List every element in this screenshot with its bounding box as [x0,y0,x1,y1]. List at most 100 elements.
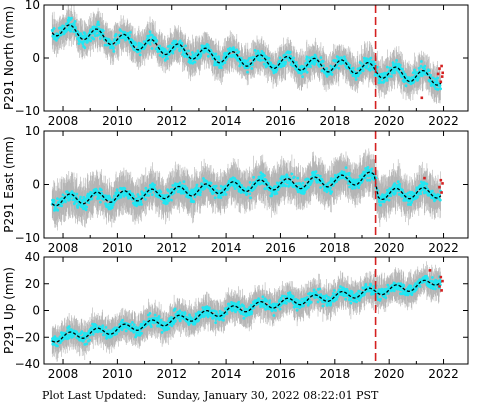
panel-east-data-point [347,171,351,175]
panel-east-data-point [198,193,202,197]
panel-north-data-point [138,53,142,57]
panel-north-recent-point [420,96,424,100]
panel-east-data-point [202,177,205,180]
panel-east-data-point [224,193,228,196]
panel-east-data-point [147,194,151,197]
panel-north-data-point [79,32,82,35]
panel-east: 2008 2010 2012 2014 2016 2018 2020 2022 −10 0 10 P2… [2,124,469,255]
panel-north-data-point [267,56,271,60]
panel-east-data-point [172,191,176,195]
panel-east-data-point [100,188,103,192]
panel-north-data-point [402,70,405,74]
panel-north-data-point [391,61,395,65]
panel-east-data-point [376,189,380,192]
panel-east-data-point [296,176,300,180]
panel-east-data-point [393,182,396,186]
panel-east-data-point [377,200,381,204]
panel-north-xtick-label: 2022 [428,114,459,128]
panel-east-data-point [195,186,199,189]
panel-north-data-point [217,55,221,59]
panel-east-data-point [219,184,223,188]
panel-east-xtick-label: 2020 [374,241,405,255]
panel-north-data-point [250,67,254,70]
panel-north-data-point [193,60,197,64]
panel-east-xtick-label: 2018 [320,241,351,255]
panel-north-data-point [117,40,121,43]
panel-east-data-point [347,182,350,185]
panel-north-data-point [420,74,424,77]
panel-north-data-point [419,64,423,68]
panel-east-data-point [111,203,115,207]
panel-north-data-point [55,38,58,42]
panel-east-data-point [224,184,228,188]
panel-north-data-point [173,47,177,51]
panel-north-data-point [398,63,402,67]
panel-north-data-point [361,69,365,73]
panel-north-data-point [65,28,69,32]
panel-north-data-point [178,49,182,53]
panel-east-recent-point [441,182,444,185]
panel-north-data-point [246,59,250,62]
panel-north-data-point [215,57,218,60]
panel-east-data-point [115,188,119,192]
panel-east-data-point [396,180,400,184]
panel-east-data-point [64,200,67,204]
panel-east-data-point [368,178,372,182]
panel-north-data-point [343,55,346,59]
panel-north-data-point [171,51,175,55]
panel-north-recent-point [440,64,443,68]
panel-north-recent-point [440,75,444,78]
panel-east-data-point [167,197,171,201]
panel-north-data-point [289,63,293,66]
panel-east-data-point [219,196,223,200]
panel-east-data-point [203,187,207,190]
panel-north-ytick-label: −10 [15,104,40,118]
panel-east-data-point [409,203,412,207]
panel-north-data-point [87,38,90,42]
panel-north-data-point [429,73,432,77]
panel-east-data-point [165,201,169,205]
panel-north-data-point [359,71,362,75]
panel-north-data-point [86,40,89,44]
panel-north-data-point [69,29,73,33]
panel-north-data-point [126,32,130,35]
panel-east-data-point [79,195,82,199]
panel-north-data-point [393,71,396,75]
panel-north-data-point [436,76,440,80]
panel-north-data-point [102,29,105,32]
panel-north-data-point [70,16,73,20]
panel-north-data-point [438,84,442,87]
panel-north-ytick-label: 0 [32,51,40,65]
panel-north-recent-point [441,71,444,75]
panel-east-data-point [314,174,318,177]
panel-north-data-point [342,61,346,65]
panel-north-data-point [436,88,440,91]
panel-north-data-point [427,69,431,72]
panel-north-data-point [309,65,312,68]
panel-north-data-point [233,48,236,52]
panel-east-data-point [353,186,357,190]
panel-north-data-point [390,71,394,75]
panel-north-data-point [401,67,404,71]
panel-east-recent-point [439,178,443,182]
panel-east-data-point [267,182,270,185]
panel-north-data-point [386,65,389,69]
panel-north-data-point [60,26,63,30]
panel-north-xtick-label: 2010 [102,114,133,128]
panel-north-data-point [174,39,178,43]
panel-north-data-point [101,32,105,36]
panel-north-data-point [191,51,194,54]
panel-east-data-point [251,188,255,192]
panel-north-data-point [385,79,389,82]
panel-north-data-point [402,80,406,83]
panel-north-data-point [99,37,102,40]
panel-north-data-point [199,52,203,55]
panel-east-data-point [108,196,112,200]
panel-east-data-point [75,192,79,196]
panel-east-data-point [292,175,296,179]
panel-east-data-point [178,181,182,185]
panel-north-data-point [266,64,269,68]
panel-north-data-point [105,43,109,47]
panel-north-xtick-label: 2014 [211,114,242,128]
panel-north-data-point [362,56,366,60]
